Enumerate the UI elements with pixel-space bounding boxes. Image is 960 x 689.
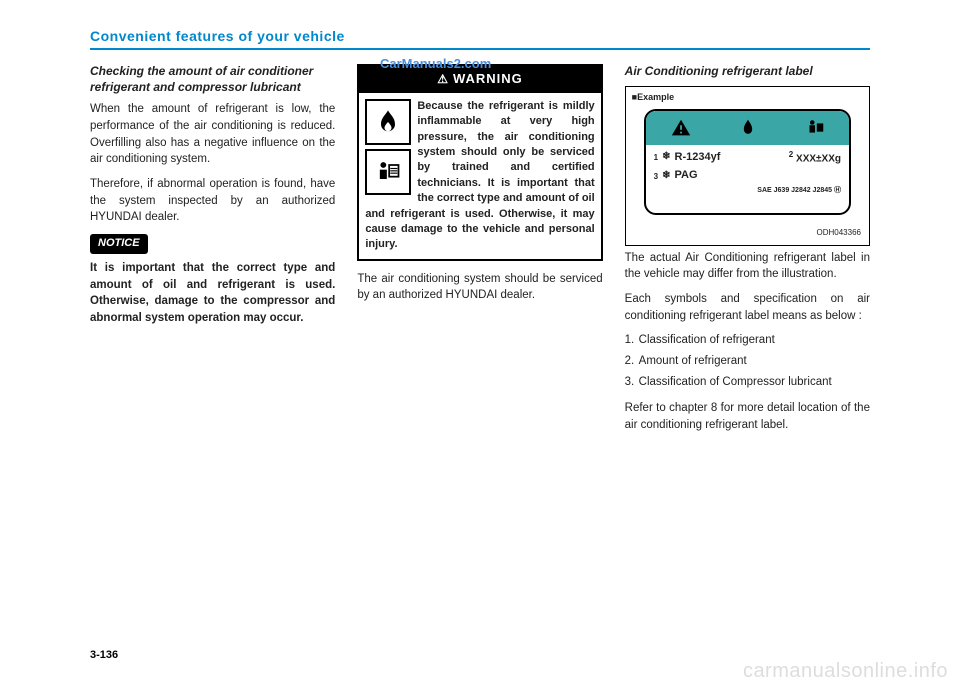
- manual-icon: [804, 117, 826, 139]
- refrigerant-amount: XXX±XXg: [796, 153, 841, 164]
- label-row-2: 3 ❄ PAG: [654, 168, 841, 184]
- warning-box: ⚠ WARNING Because the refrigerant is mild…: [357, 64, 602, 261]
- col3-heading: Air Conditioning refrigerant label: [625, 64, 870, 80]
- header-rule: [90, 48, 870, 50]
- snowflake-icon-1: ❄: [662, 150, 670, 165]
- col3-p2: Each symbols and specification on air co…: [625, 291, 870, 324]
- flammable-icon: [365, 99, 411, 145]
- caution-icon: [669, 117, 693, 139]
- notice-badge: NOTICE: [90, 234, 148, 254]
- list-txt-3: Classification of Compressor lubricant: [639, 374, 870, 391]
- col3-p3: Refer to chapter 8 for more detail locat…: [625, 400, 870, 433]
- watermark-bottom: carmanualsonline.info: [743, 660, 948, 683]
- column-3: Air Conditioning refrigerant label ■Exam…: [625, 64, 870, 442]
- list-num-3: 3.: [625, 374, 639, 391]
- image-code: ODH043366: [817, 227, 861, 239]
- warning-label: WARNING: [453, 71, 523, 86]
- list-item-3: 3. Classification of Compressor lubrican…: [625, 374, 870, 391]
- label-bottom: 1 ❄ R-1234yf 2 XXX±XXg 3 ❄ PAG SAE J639 …: [646, 145, 849, 203]
- col3-p1: The actual Air Conditioning refrigerant …: [625, 250, 870, 283]
- column-2: ⚠ WARNING Because the refrigerant is mild…: [357, 64, 602, 442]
- watermark-top: CarManuals2.com: [380, 56, 491, 71]
- sae-spec: SAE J639 J2842 J2845 Ⓗ: [654, 186, 841, 196]
- label-top-strip: [646, 111, 849, 145]
- page-number: 3-136: [90, 649, 118, 661]
- column-1: Checking the amount of air conditioner r…: [90, 64, 335, 442]
- warning-triangle-icon: ⚠: [437, 72, 449, 86]
- refrigerant-type: R-1234yf: [675, 150, 721, 166]
- list-item-2: 2. Amount of refrigerant: [625, 353, 870, 370]
- list-num-1: 1.: [625, 332, 639, 349]
- section-header: Convenient features of your vehicle: [90, 28, 870, 44]
- marker-2: 2: [789, 150, 793, 159]
- list-item-1: 1. Classification of refrigerant: [625, 332, 870, 349]
- marker-3: 3: [654, 171, 658, 183]
- content-columns: Checking the amount of air conditioner r…: [90, 64, 870, 442]
- list-num-2: 2.: [625, 353, 639, 370]
- manual-ref-icon: [365, 149, 411, 195]
- manual-page: Convenient features of your vehicle CarM…: [0, 0, 960, 462]
- notice-text: It is important that the correct type an…: [90, 260, 335, 327]
- warning-body: Because the refrigerant is mildly inflam…: [359, 93, 600, 259]
- marker-1: 1: [654, 152, 658, 164]
- col1-p2: Therefore, if abnormal operation is foun…: [90, 176, 335, 226]
- label-inner: 1 ❄ R-1234yf 2 XXX±XXg 3 ❄ PAG SAE J639 …: [644, 109, 851, 215]
- lubricant-type: PAG: [675, 168, 698, 184]
- snowflake-icon-2: ❄: [662, 169, 670, 184]
- list-txt-1: Classification of refrigerant: [639, 332, 870, 349]
- warning-icons: [365, 99, 411, 195]
- example-caption: ■Example: [632, 91, 674, 104]
- refrigerant-label-illustration: ■Example 1 ❄ R-1234yf 2 XXX±XXg: [625, 86, 870, 246]
- col1-heading: Checking the amount of air conditioner r…: [90, 64, 335, 95]
- col1-p1: When the amount of refrigerant is low, t…: [90, 101, 335, 168]
- list-txt-2: Amount of refrigerant: [639, 353, 870, 370]
- label-amount-row: 2 XXX±XXg: [789, 149, 841, 167]
- col2-p-after: The air conditioning system should be se…: [357, 271, 602, 304]
- label-row-1: 1 ❄ R-1234yf 2 XXX±XXg: [654, 149, 841, 167]
- flame-icon: [738, 117, 758, 139]
